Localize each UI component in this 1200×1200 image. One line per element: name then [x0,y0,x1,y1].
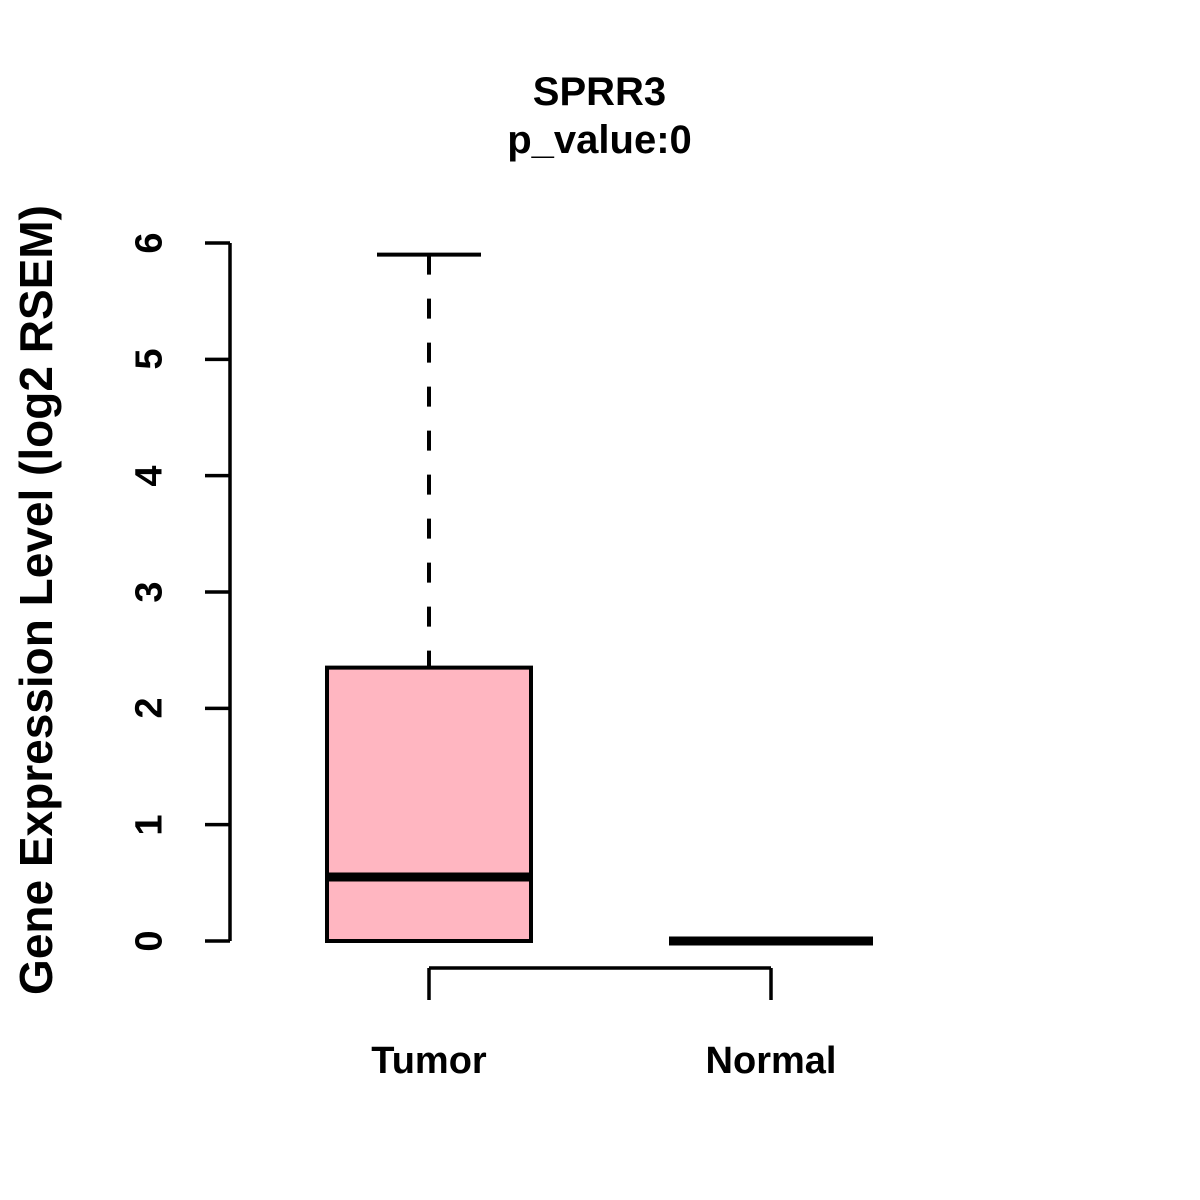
y-tick-label: 6 [128,232,171,254]
y-tick-label: 1 [128,814,171,836]
y-tick-label: 5 [128,348,171,370]
y-tick-label: 0 [128,930,171,952]
chart-subtitle: p_value:0 [507,118,692,162]
y-tick-label: 4 [128,465,171,487]
chart-title: SPRR3 [532,70,667,114]
y-tick-label: 3 [128,581,171,603]
x-tick-label-tumor: Tumor [371,1040,487,1082]
box-tumor [325,665,533,943]
y-tick-label: 2 [128,697,171,719]
x-tick-label-normal: Normal [705,1040,837,1082]
